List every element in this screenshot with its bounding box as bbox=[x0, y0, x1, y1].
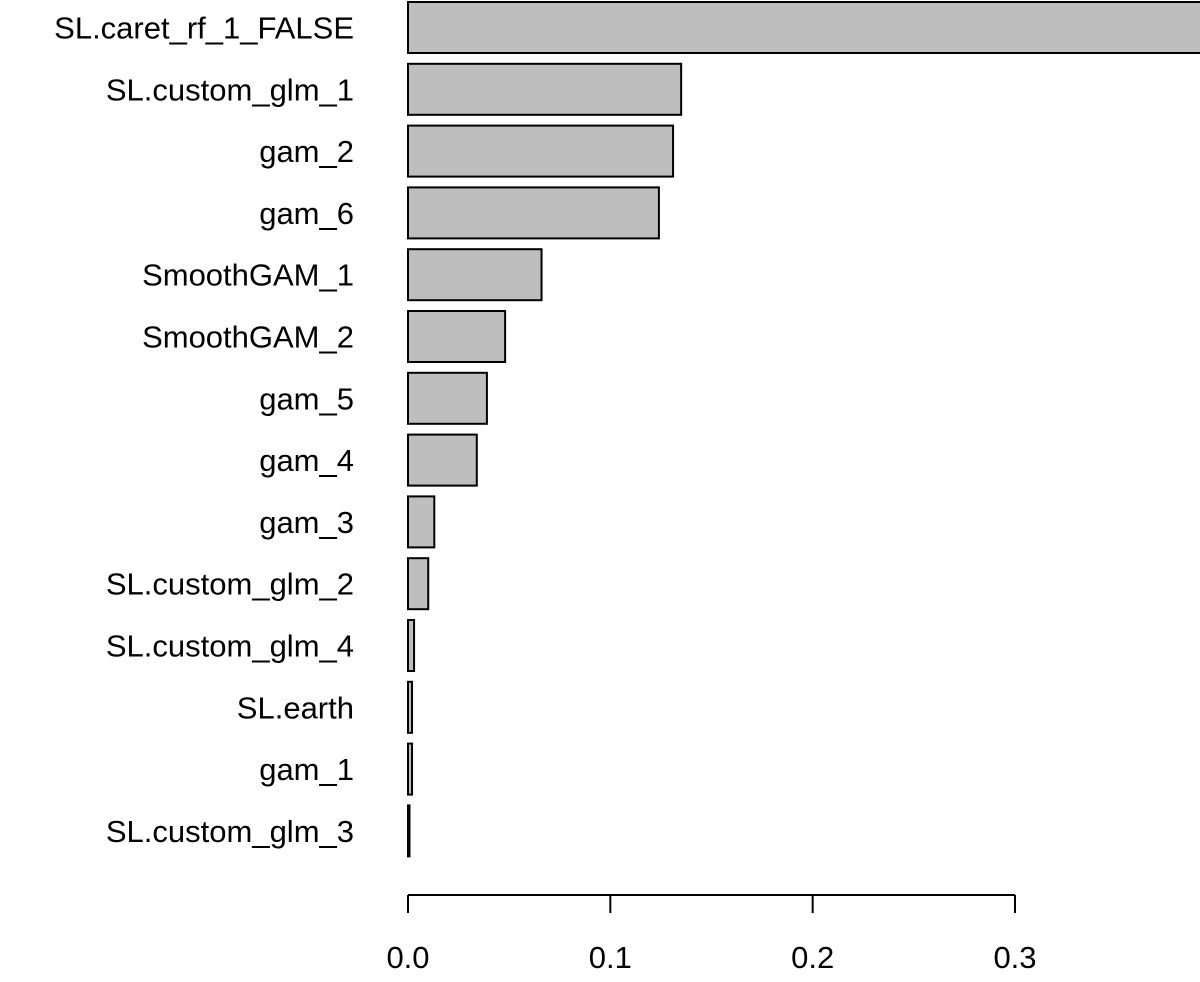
category-label: gam_6 bbox=[259, 196, 354, 231]
bar-SmoothGAM_2 bbox=[407, 310, 507, 363]
category-label: SL.custom_glm_4 bbox=[106, 629, 354, 664]
category-label: SL.custom_glm_3 bbox=[106, 814, 354, 849]
x-tick-label: 0.2 bbox=[791, 940, 834, 975]
bar-SL.custom_glm_2 bbox=[407, 557, 430, 611]
bar-SmoothGAM_1 bbox=[407, 248, 543, 302]
bar-gam_4 bbox=[407, 433, 478, 487]
category-label: SmoothGAM_2 bbox=[142, 320, 354, 355]
x-axis: 0.0 0.1 0.2 0.3 bbox=[386, 894, 1037, 975]
bar-gam_1 bbox=[407, 742, 414, 796]
x-tick-label: 0.1 bbox=[589, 940, 632, 975]
bar-SL.earth bbox=[407, 680, 414, 734]
x-tick-label: 0.3 bbox=[993, 940, 1036, 975]
category-label: SmoothGAM_1 bbox=[142, 258, 354, 293]
category-labels: SL.caret_rf_1_FALSE SL.custom_glm_1 gam_2g… bbox=[54, 11, 354, 849]
category-label: gam_1 bbox=[259, 752, 354, 787]
bar-gam_2 bbox=[407, 124, 675, 178]
category-label: gam_4 bbox=[259, 443, 354, 478]
category-label: SL.custom_glm_1 bbox=[106, 72, 354, 107]
bar-gam_5 bbox=[407, 371, 488, 425]
category-label: gam_3 bbox=[259, 505, 354, 540]
bar-gam_3 bbox=[407, 495, 436, 549]
bar-SL.custom_glm_1 bbox=[407, 62, 683, 116]
x-tick-label: 0.0 bbox=[386, 940, 429, 975]
bar-SL.caret_rf_1_FALSE bbox=[407, 1, 1200, 54]
bars-layer bbox=[407, 1, 1200, 858]
category-label: SL.earth bbox=[237, 690, 354, 725]
category-label: SL.custom_glm_2 bbox=[106, 567, 354, 602]
category-label: SL.caret_rf_1_FALSE bbox=[54, 11, 354, 46]
bar-SL.custom_glm_3 bbox=[407, 804, 411, 858]
category-label: gam_2 bbox=[259, 134, 354, 169]
bar-gam_6 bbox=[407, 186, 660, 240]
bar-SL.custom_glm_4 bbox=[407, 619, 416, 672]
category-label: gam_5 bbox=[259, 381, 354, 416]
